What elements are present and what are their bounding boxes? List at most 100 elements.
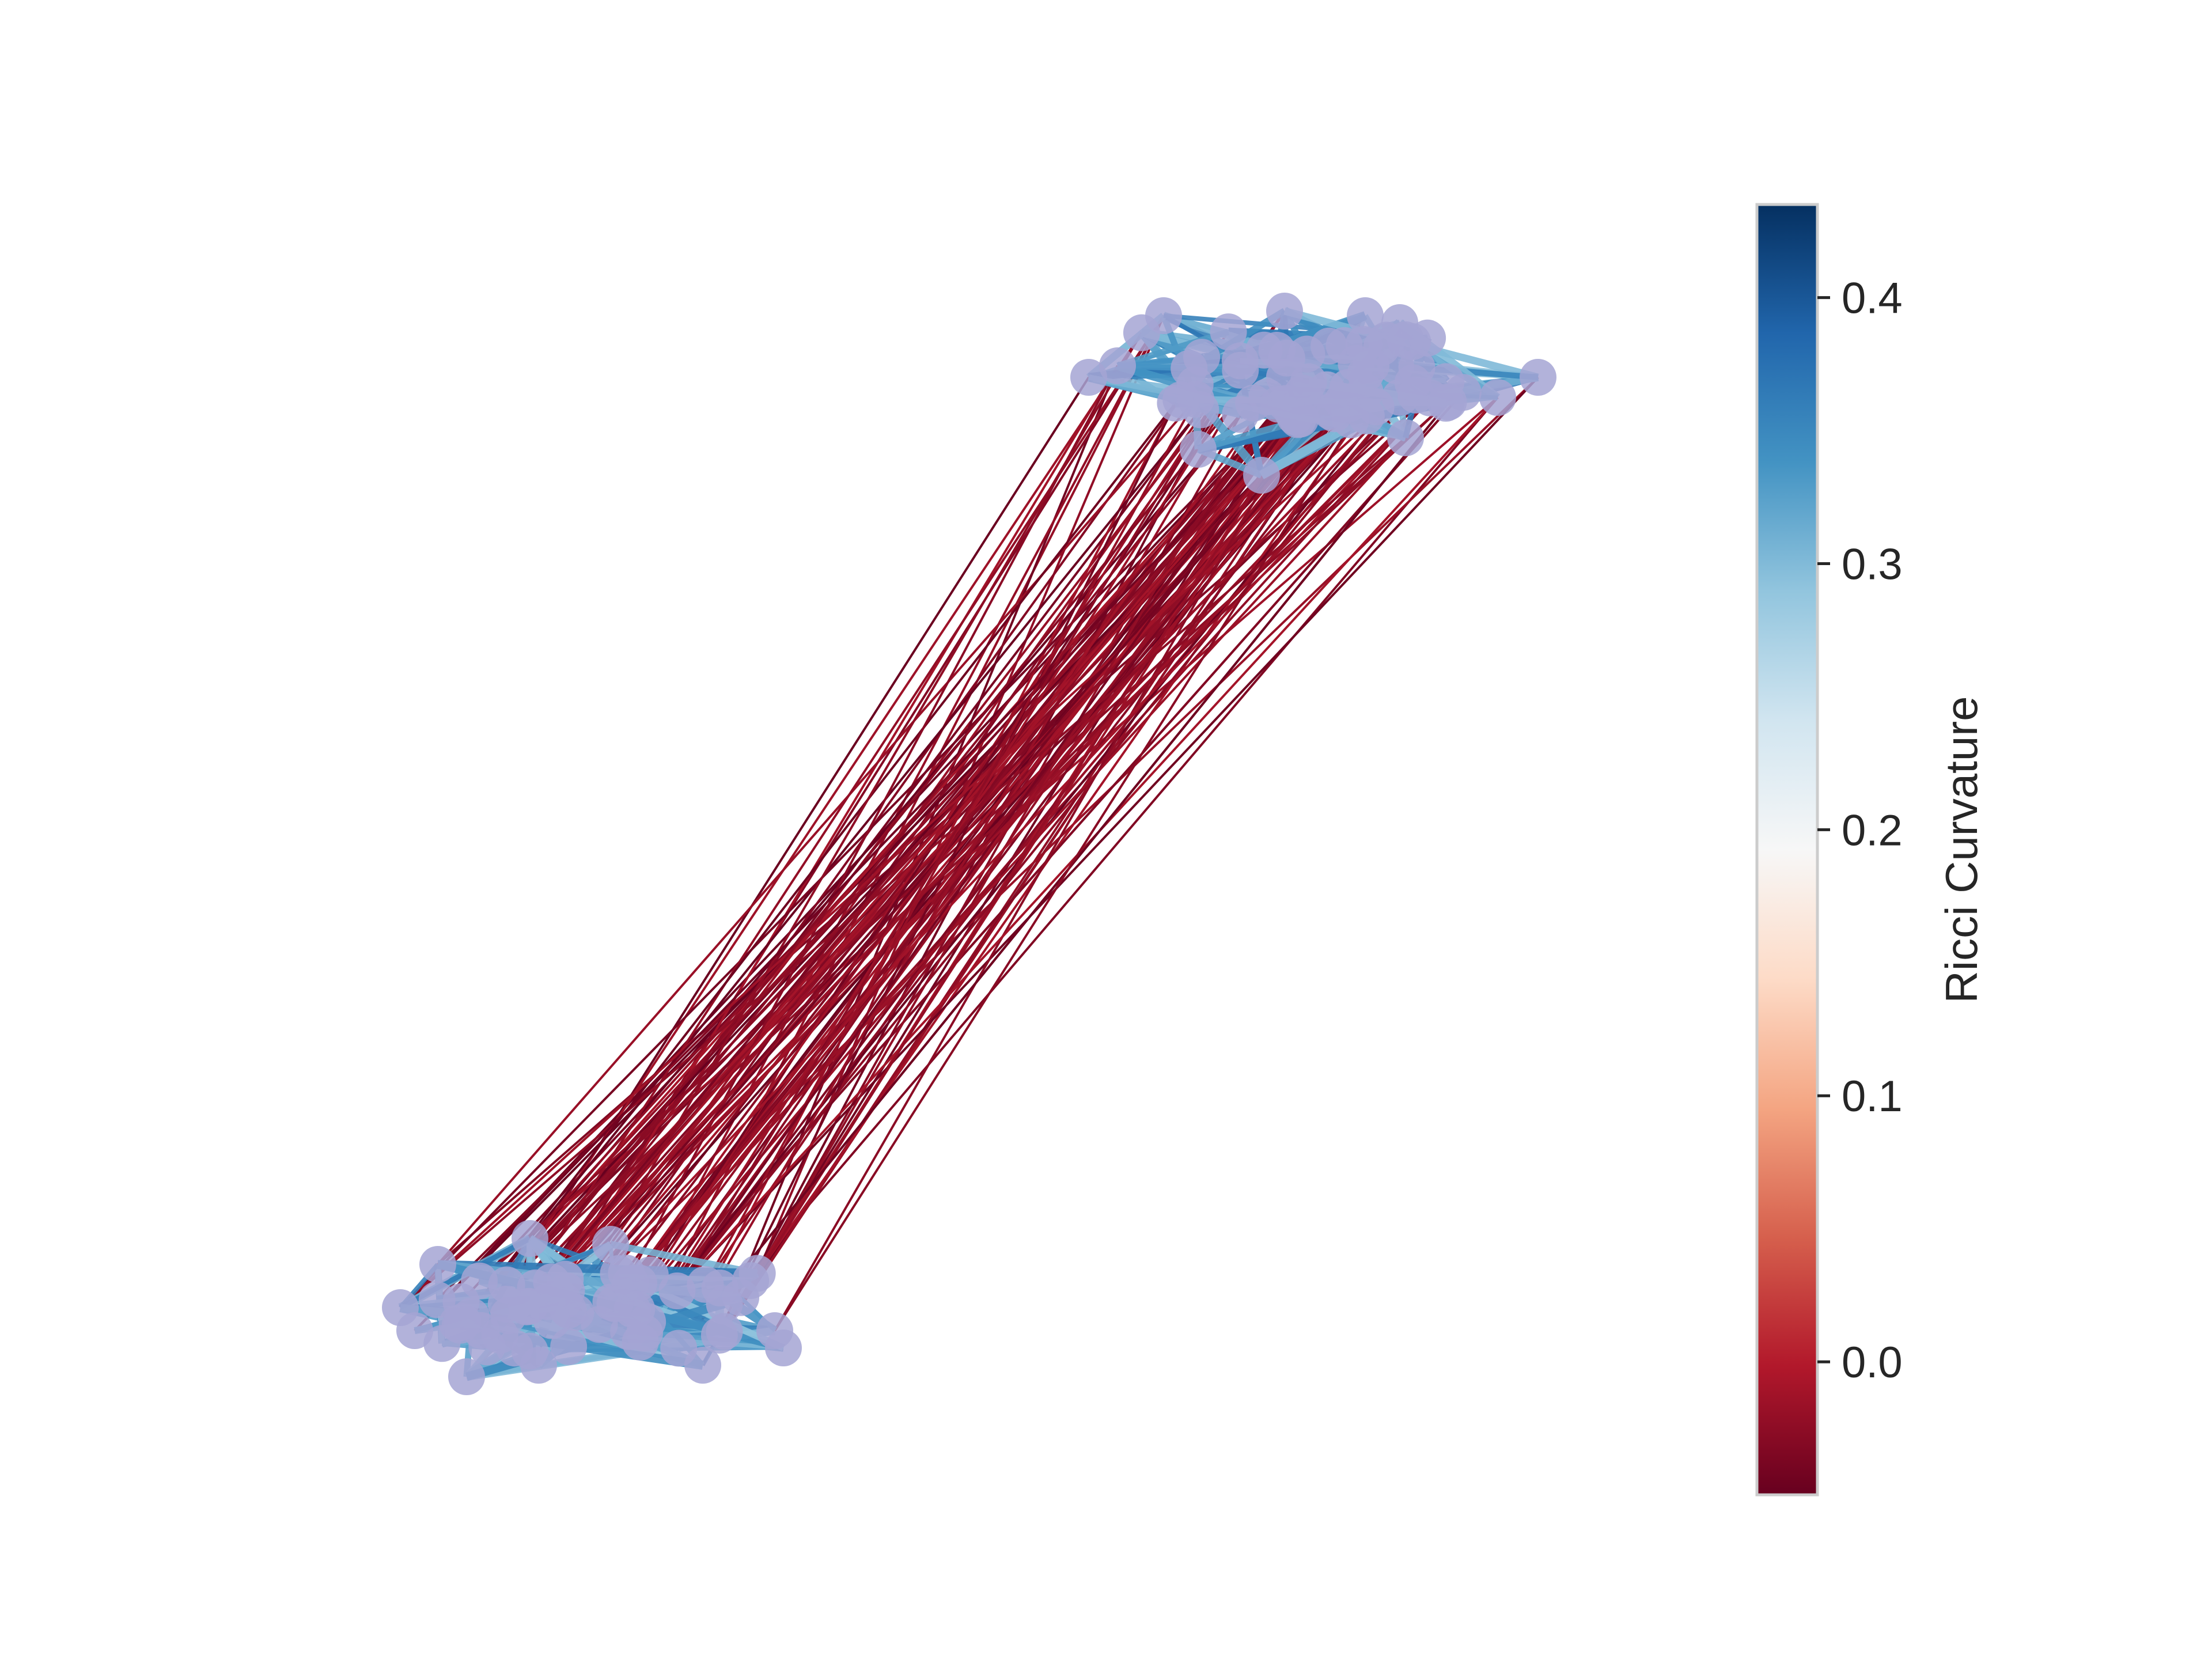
colorbar-tick-label: 0.1 <box>1842 1072 1903 1121</box>
inter-cluster-edge <box>567 332 1143 1311</box>
inter-cluster-edge <box>702 402 1177 1366</box>
graph-node <box>419 1246 456 1283</box>
graph-node <box>1266 293 1303 329</box>
inter-cluster-edge <box>399 437 1407 1309</box>
graph-node <box>1357 388 1395 426</box>
graph-node <box>1387 419 1424 456</box>
inter-cluster-edge <box>529 397 1431 1352</box>
inter-cluster-edge <box>676 360 1241 1292</box>
inter-cluster-edge <box>529 411 1332 1352</box>
graph-node <box>592 1226 629 1263</box>
inter-cluster-edge <box>564 365 1119 1280</box>
inter-cluster-edge <box>437 398 1197 1266</box>
inter-cluster-edge <box>613 365 1119 1305</box>
inter-cluster-edge <box>414 343 1365 1332</box>
intra-cluster-edge <box>1116 328 1230 369</box>
graph-node <box>448 1358 485 1395</box>
colorbar-tick-label: 0.4 <box>1842 274 1903 323</box>
graph-node <box>622 1323 659 1361</box>
inter-cluster-edge <box>499 381 1447 1336</box>
inter-cluster-edge <box>506 402 1447 1286</box>
graph-node <box>658 1272 696 1310</box>
inter-cluster-edge <box>631 360 1241 1310</box>
graph-node <box>1394 364 1431 402</box>
graph-node <box>1177 381 1215 418</box>
colorbar-frame <box>1755 203 1819 1497</box>
inter-cluster-edge <box>613 391 1366 1305</box>
colorbar-label: Ricci Curvature <box>1936 696 1987 1003</box>
graph-node <box>1099 347 1136 384</box>
graph-nodes <box>382 293 1556 1395</box>
inter-cluster-edge <box>774 344 1346 1332</box>
inter-cluster-edge <box>676 382 1414 1292</box>
graph-node <box>612 1264 649 1302</box>
graph-node <box>1243 457 1280 494</box>
graph-node <box>1329 369 1366 406</box>
graph-node <box>418 1281 456 1319</box>
graph-node <box>1288 335 1325 373</box>
graph-node <box>684 1347 721 1384</box>
inter-cluster-edge <box>399 382 1414 1309</box>
network-graph <box>382 293 1556 1395</box>
inter-cluster-edge <box>724 396 1499 1305</box>
colorbar-ticks: 0.0 0.1 0.2 0.3 0.4 <box>1817 274 1903 1387</box>
graph-node <box>1210 313 1247 351</box>
inter-cluster-edge <box>486 382 1414 1348</box>
inter-cluster-edge <box>630 411 1332 1285</box>
inter-cluster-edge <box>459 402 1177 1326</box>
inter-cluster-edges <box>399 310 1539 1378</box>
graph-node <box>461 1262 498 1300</box>
graph-node <box>706 1313 743 1350</box>
graph-node <box>687 1266 724 1303</box>
graph-node <box>1180 431 1217 468</box>
inter-cluster-edge <box>525 389 1328 1308</box>
colorbar-tick-label: 0.3 <box>1842 540 1903 589</box>
graph-node <box>1267 385 1305 422</box>
inter-cluster-edge <box>676 376 1539 1292</box>
colorbar-tick-label: 0.0 <box>1842 1338 1903 1387</box>
colorbar-gradient <box>1757 204 1817 1495</box>
graph-node <box>1479 379 1516 416</box>
graph-node <box>396 1312 433 1349</box>
inter-cluster-edge <box>774 339 1407 1332</box>
inter-cluster-edge <box>643 344 1346 1334</box>
inter-cluster-edge <box>646 310 1286 1323</box>
graph-node <box>520 1347 557 1384</box>
graph-node <box>508 1288 546 1325</box>
inter-cluster-edge <box>756 396 1268 1274</box>
graph-node <box>765 1330 802 1366</box>
graph-node <box>732 1262 770 1300</box>
graph-node <box>1222 396 1259 433</box>
graph-node <box>1347 297 1384 334</box>
inter-cluster-edge <box>465 345 1330 1378</box>
inter-cluster-edge <box>461 360 1241 1323</box>
inter-cluster-edge <box>646 389 1328 1323</box>
inter-cluster-edge <box>459 414 1241 1327</box>
graph-node <box>1145 297 1182 334</box>
inter-cluster-edge <box>461 402 1287 1323</box>
graph-node <box>512 1220 548 1257</box>
inter-cluster-edge <box>643 365 1372 1334</box>
graph-node <box>548 1272 585 1309</box>
graph-node <box>1183 339 1221 376</box>
graph-node <box>453 1297 490 1335</box>
colorbar-tick-label: 0.2 <box>1842 806 1903 855</box>
inter-cluster-edge <box>399 344 1346 1309</box>
inter-cluster-edge <box>437 380 1447 1266</box>
inter-cluster-edge <box>567 437 1407 1348</box>
inter-cluster-edge <box>525 331 1230 1308</box>
inter-cluster-edge <box>567 403 1287 1347</box>
graph-node <box>1070 359 1107 396</box>
inter-cluster-edge <box>478 402 1447 1282</box>
graph-node <box>1427 385 1464 422</box>
graph-node <box>1245 331 1283 369</box>
graph-node <box>1353 347 1390 385</box>
graph-node <box>1381 304 1418 341</box>
colorbar: 0.0 0.1 0.2 0.3 0.4 Ricci Curvature <box>1755 203 1987 1497</box>
graph-node <box>1520 359 1556 396</box>
inter-cluster-edge <box>505 349 1278 1305</box>
inter-cluster-edge <box>513 387 1349 1349</box>
inter-cluster-edge <box>677 349 1266 1349</box>
inter-cluster-edge <box>567 376 1539 1311</box>
